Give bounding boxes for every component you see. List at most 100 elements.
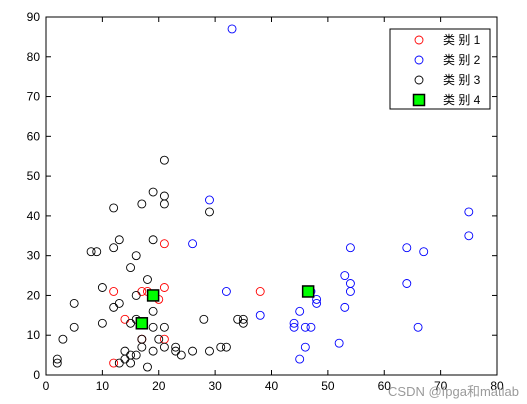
x-tick-label: 80 xyxy=(490,379,504,393)
data-point xyxy=(109,203,119,213)
data-point xyxy=(216,342,226,352)
data-point xyxy=(148,235,158,245)
data-point xyxy=(199,314,209,324)
series-3 xyxy=(52,155,248,372)
data-point xyxy=(255,287,265,296)
legend-marker xyxy=(414,75,424,85)
data-point xyxy=(154,334,164,344)
data-point xyxy=(340,302,350,312)
y-tick-label: 50 xyxy=(27,169,41,183)
x-tick-label: 40 xyxy=(265,379,279,393)
x-tick-label: 50 xyxy=(321,379,335,393)
legend-entry-label: 类 别 1 xyxy=(443,33,481,47)
data-point xyxy=(69,298,79,308)
y-tick-label: 80 xyxy=(27,50,41,64)
data-point xyxy=(109,302,119,312)
legend-marker xyxy=(412,93,426,107)
y-tick-label: 40 xyxy=(27,209,41,223)
y-tick-label: 90 xyxy=(27,10,41,24)
legend-entry-label: 类 别 3 xyxy=(443,73,481,87)
data-point xyxy=(238,314,248,324)
data-point xyxy=(188,346,198,356)
data-point xyxy=(148,346,158,356)
data-point xyxy=(402,243,412,253)
data-point xyxy=(402,279,412,288)
data-point xyxy=(159,199,169,209)
data-point xyxy=(295,354,305,364)
data-point xyxy=(114,358,124,368)
data-point xyxy=(159,239,169,249)
legend-marker xyxy=(414,55,424,65)
x-tick-label: 0 xyxy=(43,379,50,393)
data-point xyxy=(159,283,169,292)
x-tick-label: 30 xyxy=(208,379,222,393)
data-point xyxy=(159,322,169,332)
y-tick-label: 70 xyxy=(27,90,41,104)
legend-marker xyxy=(414,35,424,45)
data-point xyxy=(419,247,429,257)
legend: 类 别 1 类 别 2 类 别 3 类 别 4 xyxy=(389,28,491,110)
data-point xyxy=(97,318,107,328)
x-tick-label: 20 xyxy=(152,379,166,393)
data-point xyxy=(126,318,136,328)
data-point xyxy=(205,207,214,217)
data-point xyxy=(143,362,152,372)
legend-box xyxy=(389,28,491,110)
data-point xyxy=(109,287,119,296)
y-tick-label: 30 xyxy=(27,249,41,263)
data-point xyxy=(86,247,96,257)
data-point xyxy=(238,318,248,328)
y-tick-label: 60 xyxy=(27,129,41,143)
data-point xyxy=(109,243,119,253)
x-axis: 0 10 20 30 40 50 60 70 80 xyxy=(43,17,504,393)
data-point xyxy=(312,298,322,308)
data-point xyxy=(227,24,237,34)
data-point xyxy=(131,350,141,360)
data-point xyxy=(334,338,344,348)
legend-entry-label: 类 别 2 xyxy=(443,53,481,67)
data-point xyxy=(159,342,169,352)
data-point xyxy=(143,275,152,284)
data-point xyxy=(135,317,149,330)
data-point xyxy=(413,322,423,332)
data-point xyxy=(301,285,315,298)
data-point xyxy=(295,306,305,316)
data-point xyxy=(148,306,158,316)
data-point xyxy=(289,322,299,332)
data-point xyxy=(126,358,136,368)
data-point xyxy=(92,247,102,257)
x-tick-label: 10 xyxy=(96,379,110,393)
y-tick-label: 10 xyxy=(27,328,41,342)
data-point xyxy=(114,235,124,245)
data-point xyxy=(109,358,119,368)
data-point xyxy=(176,350,186,360)
data-point xyxy=(148,187,158,197)
data-point xyxy=(221,342,231,352)
data-point xyxy=(148,322,158,332)
data-point xyxy=(69,322,79,332)
data-point xyxy=(159,155,169,165)
data-point xyxy=(126,263,136,273)
series-4 xyxy=(135,285,315,330)
data-point xyxy=(131,290,141,300)
data-point xyxy=(464,231,474,241)
data-point xyxy=(340,271,350,281)
watermark-text: CSDN @fpga和matlab xyxy=(388,384,519,399)
y-tick-label: 20 xyxy=(27,288,41,302)
data-point xyxy=(137,199,147,209)
data-point xyxy=(312,294,322,304)
data-point xyxy=(137,342,147,352)
series-2 xyxy=(188,24,474,364)
y-axis: 0 10 20 30 40 50 60 70 80 90 xyxy=(27,10,497,382)
data-point xyxy=(146,289,160,302)
data-point xyxy=(171,342,181,352)
data-point xyxy=(345,243,355,253)
data-point xyxy=(97,283,107,292)
y-tick-label: 0 xyxy=(33,368,40,382)
data-point xyxy=(289,318,299,328)
data-point xyxy=(464,207,474,217)
data-point xyxy=(131,251,141,261)
x-tick-label: 60 xyxy=(378,379,392,393)
data-point xyxy=(221,287,231,296)
